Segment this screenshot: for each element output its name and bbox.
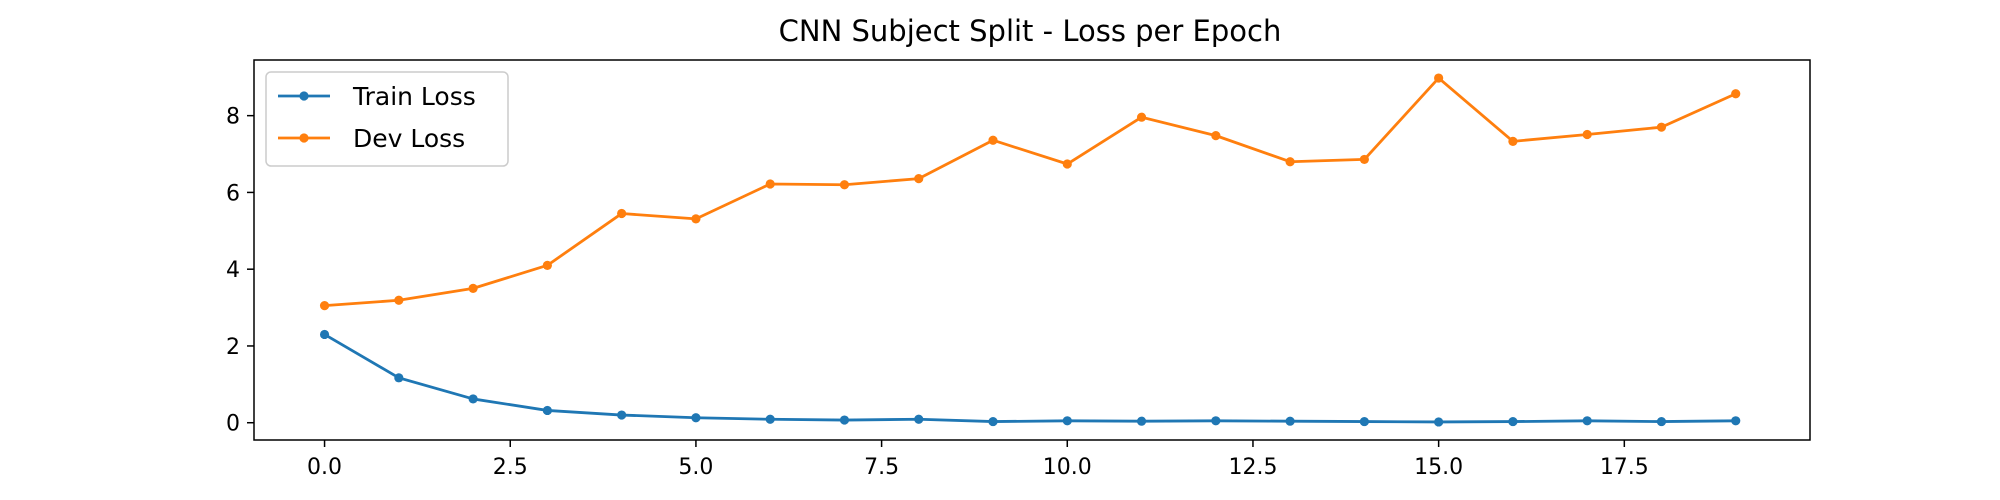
dev-loss-point bbox=[1062, 159, 1072, 169]
dev-loss-point bbox=[1285, 157, 1295, 167]
train-loss-point bbox=[1434, 417, 1444, 427]
dev-loss-point bbox=[1582, 129, 1592, 140]
x-tick-label: 2.5 bbox=[493, 455, 528, 480]
train-loss-point bbox=[1656, 416, 1667, 427]
legend-dev-loss-label: Dev Loss bbox=[353, 124, 465, 153]
chart-title: CNN Subject Split - Loss per Epoch bbox=[779, 14, 1282, 48]
train-loss-point bbox=[1508, 416, 1518, 427]
axis-ticks: 0.0 2.5 5.0 7.5 10.0 12.5 15.0 17.5 0 2 4 6 8 bbox=[226, 105, 1649, 480]
train-loss-point bbox=[839, 415, 850, 425]
x-tick-label: 17.5 bbox=[1600, 455, 1649, 480]
legend-train-loss-swatch-marker bbox=[299, 91, 309, 101]
train-loss-point bbox=[1136, 416, 1147, 426]
dev-loss-point bbox=[468, 283, 478, 293]
dev-loss-point bbox=[839, 180, 850, 190]
train-loss-point bbox=[394, 373, 404, 383]
series-lines bbox=[319, 73, 1741, 427]
train-loss-point bbox=[319, 329, 330, 340]
train-loss-point bbox=[1582, 416, 1592, 426]
plot-frame bbox=[253, 59, 1811, 441]
dev-loss-line bbox=[323, 76, 1738, 308]
dev-loss-point bbox=[1508, 136, 1518, 146]
dev-loss-point bbox=[914, 174, 924, 184]
legend-train-loss-label: Train Loss bbox=[352, 82, 476, 111]
dev-loss-point bbox=[1359, 154, 1369, 165]
dev-loss-point bbox=[1136, 112, 1147, 122]
legend-dev-loss-swatch-marker bbox=[299, 133, 309, 143]
dev-loss-point bbox=[765, 179, 775, 189]
y-tick-label: 0 bbox=[226, 412, 240, 437]
train-loss-line bbox=[323, 333, 1738, 424]
legend: Train Loss Dev Loss bbox=[265, 71, 509, 167]
x-tick-label: 7.5 bbox=[864, 455, 899, 480]
x-tick-label: 0.0 bbox=[307, 455, 342, 480]
train-loss-point bbox=[1731, 416, 1741, 426]
x-tick-label: 5.0 bbox=[678, 455, 713, 480]
train-loss-point bbox=[1211, 416, 1221, 426]
y-tick-label: 8 bbox=[226, 105, 240, 130]
y-tick-label: 6 bbox=[226, 181, 240, 206]
train-loss-point bbox=[988, 416, 998, 427]
train-loss-point bbox=[1285, 416, 1295, 426]
dev-loss-point bbox=[319, 301, 330, 311]
dev-loss-point bbox=[691, 214, 701, 224]
dev-loss-point bbox=[617, 208, 627, 219]
dev-loss-point bbox=[394, 295, 404, 305]
train-loss-point bbox=[468, 394, 478, 404]
x-tick-label: 12.5 bbox=[1228, 455, 1277, 480]
y-tick-label: 4 bbox=[226, 258, 240, 283]
train-loss-point bbox=[617, 410, 627, 420]
dev-loss-point bbox=[1656, 122, 1667, 132]
train-loss-point bbox=[1062, 416, 1072, 426]
dev-loss-point bbox=[1731, 89, 1741, 99]
train-loss-point bbox=[765, 414, 775, 424]
dev-loss-point bbox=[988, 135, 998, 145]
dev-loss-point bbox=[1211, 131, 1221, 141]
train-loss-point bbox=[542, 405, 552, 416]
x-tick-label: 15.0 bbox=[1414, 455, 1463, 480]
dev-loss-point bbox=[542, 260, 552, 270]
y-tick-label: 2 bbox=[226, 335, 240, 360]
x-tick-label: 10.0 bbox=[1043, 455, 1092, 480]
dev-loss-point bbox=[1434, 73, 1444, 83]
train-loss-point bbox=[691, 413, 701, 423]
train-loss-point bbox=[914, 414, 924, 424]
train-loss-point bbox=[1359, 416, 1369, 427]
